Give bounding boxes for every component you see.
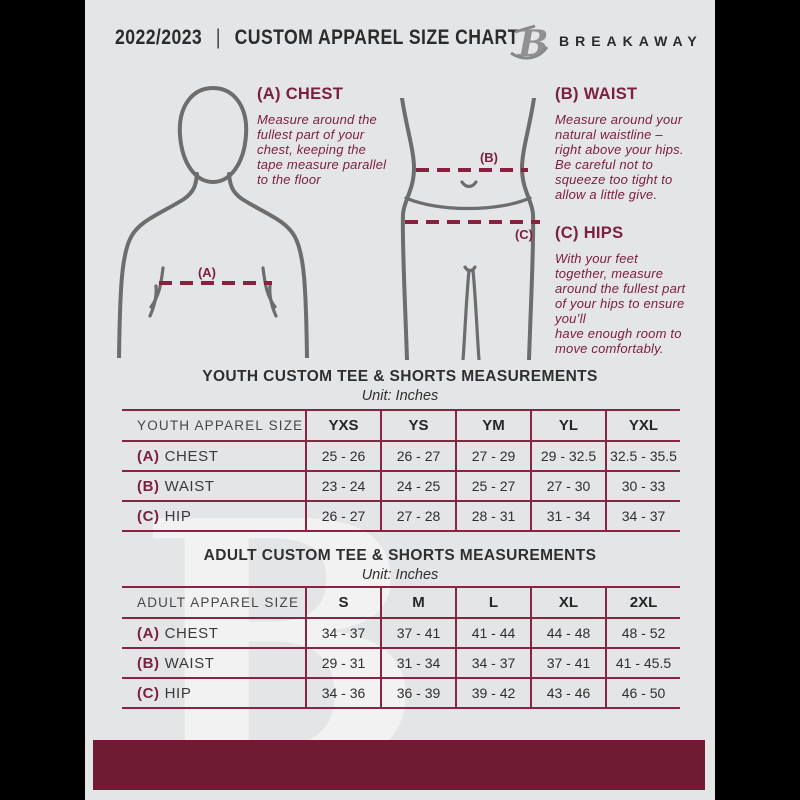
table-header-row: YOUTH APPAREL SIZE YXS YS YM YL YXL — [122, 411, 680, 442]
table-row: (C) HIP 26 - 27 27 - 28 28 - 31 31 - 34 3… — [122, 502, 680, 532]
table-cell: 26 - 27 — [380, 442, 455, 470]
row-label: (B) WAIST — [137, 654, 215, 672]
row-label: (C) HIP — [137, 507, 192, 525]
column-header: S — [305, 588, 380, 617]
hips-heading: (C) HIPS — [555, 224, 624, 242]
table-row: (C) HIP 34 - 36 36 - 39 39 - 42 43 - 46 4… — [122, 679, 680, 709]
adult-section-title: ADULT CUSTOM TEE & SHORTS MEASUREMENTS — [203, 547, 597, 564]
column-header: YOUTH APPAREL SIZE — [137, 418, 304, 433]
row-label: (A) CHEST — [137, 447, 219, 465]
table-cell: 30 - 33 — [605, 472, 680, 500]
table-cell: 34 - 37 — [305, 619, 380, 647]
table-cell: 34 - 37 — [605, 502, 680, 530]
table-cell: 48 - 52 — [605, 619, 680, 647]
youth-size-table: YOUTH APPAREL SIZE YXS YS YM YL YXL (A) C… — [122, 409, 680, 532]
table-cell: 39 - 42 — [455, 679, 530, 707]
table-cell: 36 - 39 — [380, 679, 455, 707]
figure-right-shoulder-arm — [227, 172, 309, 358]
table-cell: 32.5 - 35.5 — [605, 442, 680, 470]
table-row: (B) WAIST 23 - 24 24 - 25 25 - 27 27 - 30… — [122, 472, 680, 502]
column-header: XL — [530, 588, 605, 617]
figure-left-outline — [400, 98, 417, 360]
table-cell: 23 - 24 — [305, 472, 380, 500]
waist-body-text: Measure around your natural waistline – … — [555, 112, 684, 202]
hips-body-text: With your feet together, measure around … — [555, 251, 686, 356]
lower-body-figure: (B) (C) — [400, 98, 540, 360]
waist-heading: (B) WAIST — [555, 85, 638, 103]
upper-body-figure: (A) — [117, 85, 309, 358]
table-cell: 31 - 34 — [380, 649, 455, 677]
table-cell: 28 - 31 — [455, 502, 530, 530]
title-separator: | — [215, 26, 221, 49]
table-cell: 25 - 26 — [305, 442, 380, 470]
column-header: YL — [530, 411, 605, 440]
column-header: ADULT APPAREL SIZE — [137, 595, 300, 610]
table-cell: 41 - 45.5 — [605, 649, 680, 677]
table-header-row: ADULT APPAREL SIZE S M L XL 2XL — [122, 588, 680, 619]
table-cell: 37 - 41 — [380, 619, 455, 647]
brand-name: BREAKAWAY — [559, 33, 703, 49]
waist-line-label: (B) — [480, 150, 498, 165]
table-row: (A) CHEST 34 - 37 37 - 41 41 - 44 44 - 48… — [122, 619, 680, 649]
youth-unit-label: Unit: Inches — [361, 388, 439, 404]
table-cell: 29 - 32.5 — [530, 442, 605, 470]
table-cell: 29 - 31 — [305, 649, 380, 677]
title-main: CUSTOM APPAREL SIZE CHART — [234, 26, 519, 49]
column-header: YS — [380, 411, 455, 440]
table-cell: 27 - 28 — [380, 502, 455, 530]
size-chart-page: B 2022/2023 | CUSTOM APPAREL SIZE CHART … — [85, 0, 715, 800]
table-cell: 43 - 46 — [530, 679, 605, 707]
table-cell: 44 - 48 — [530, 619, 605, 647]
chest-line-label: (A) — [198, 265, 216, 280]
youth-section-title: YOUTH CUSTOM TEE & SHORTS MEASUREMENTS — [202, 368, 598, 385]
breakaway-logo-icon: B — [510, 23, 548, 65]
adult-size-table: ADULT APPAREL SIZE S M L XL 2XL (A) CHEST… — [122, 586, 680, 709]
row-label: (A) CHEST — [137, 624, 219, 642]
column-header: YXS — [305, 411, 380, 440]
table-row: (B) WAIST 29 - 31 31 - 34 34 - 37 37 - 41… — [122, 649, 680, 679]
row-label: (B) WAIST — [137, 477, 215, 495]
chest-instructions: (A) CHEST Measure around the fullest par… — [257, 85, 437, 187]
hip-line-label: (C) — [515, 227, 533, 242]
table-cell: 34 - 37 — [455, 649, 530, 677]
waist-instructions: (B) WAIST Measure around your natural wa… — [555, 85, 715, 202]
table-cell: 37 - 41 — [530, 649, 605, 677]
table-cell: 27 - 29 — [455, 442, 530, 470]
figure-right-outline — [519, 98, 536, 360]
page-title: 2022/2023 | CUSTOM APPAREL SIZE CHART — [115, 26, 519, 50]
table-cell: 27 - 30 — [530, 472, 605, 500]
figure-left-shoulder-arm — [117, 172, 199, 358]
row-label: (C) HIP — [137, 684, 192, 702]
figure-hip-curve — [404, 196, 532, 211]
title-year: 2022/2023 — [115, 26, 203, 49]
adult-unit-label: Unit: Inches — [361, 567, 439, 583]
column-header: YM — [455, 411, 530, 440]
hips-instructions: (C) HIPS With your feet together, measur… — [555, 224, 715, 356]
table-cell: 31 - 34 — [530, 502, 605, 530]
table-cell: 24 - 25 — [380, 472, 455, 500]
figure-navel — [460, 180, 478, 189]
footer-accent-bar — [93, 740, 705, 790]
table-cell: 26 - 27 — [305, 502, 380, 530]
column-header: YXL — [605, 411, 680, 440]
column-header: M — [380, 588, 455, 617]
column-header: L — [455, 588, 530, 617]
table-cell: 25 - 27 — [455, 472, 530, 500]
table-cell: 34 - 36 — [305, 679, 380, 707]
chest-body-text: Measure around the fullest part of your … — [257, 112, 387, 187]
table-cell: 46 - 50 — [605, 679, 680, 707]
table-row: (A) CHEST 25 - 26 26 - 27 27 - 29 29 - 32… — [122, 442, 680, 472]
chest-heading: (A) CHEST — [257, 85, 344, 103]
column-header: 2XL — [605, 588, 680, 617]
figure-head — [177, 85, 249, 185]
table-cell: 41 - 44 — [455, 619, 530, 647]
